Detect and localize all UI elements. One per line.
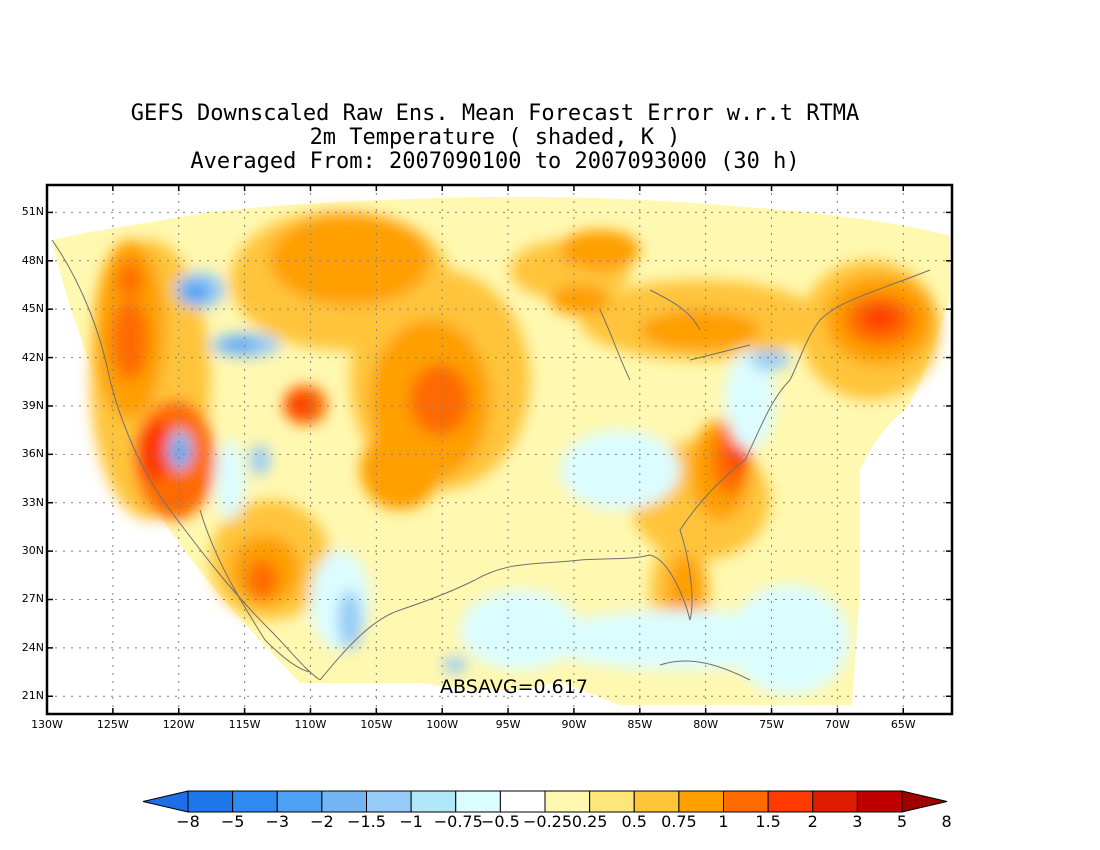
colorbar-swatch: [366, 790, 412, 813]
title-line-3: Averaged From: 2007090100 to 2007093000 …: [190, 149, 800, 174]
colorbar-swatch: [232, 790, 278, 813]
coastlines: [51, 239, 931, 681]
colorbar-swatch: [276, 790, 323, 813]
cyan-light-zones: [215, 350, 850, 695]
colorbar-swatch: [633, 790, 680, 813]
colorbar-swatch: [499, 790, 546, 813]
lon-label: 130W: [31, 718, 63, 731]
colorbar-label: 0.75: [661, 812, 697, 831]
lat-label: 39N: [21, 398, 44, 412]
colorbar-label: 0.25: [571, 812, 608, 831]
absavg-label: ABSAVG=0.617: [440, 676, 588, 698]
lon-label: 120W: [162, 718, 195, 731]
lon-label: 80W: [693, 718, 719, 731]
lat-label: 24N: [21, 640, 44, 654]
colorbar-label: 3: [852, 812, 863, 831]
colorbar-label: −3: [265, 812, 290, 831]
colorbar-swatch: [321, 790, 367, 813]
blue-zones: [172, 282, 258, 466]
colorbar-low-arrow: [142, 790, 189, 813]
colorbar-high-arrow: [901, 790, 948, 813]
lon-label: 105W: [360, 718, 393, 731]
colorbar-label: 5: [896, 812, 908, 831]
colorbar-label: −0.25: [523, 812, 573, 831]
lon-label: 70W: [824, 718, 850, 731]
red-zones: [135, 306, 898, 480]
shaded-field: [47, 185, 952, 714]
axis-ticks: [46, 185, 952, 714]
colorbar-swatch: [187, 790, 234, 813]
lon-label: 90W: [561, 718, 587, 731]
lon-label: 75W: [759, 718, 784, 731]
grid-lines: [47, 185, 952, 714]
lat-label: 45N: [21, 302, 44, 316]
colorbar-label: −0.75: [433, 812, 483, 831]
lat-label: 36N: [21, 447, 44, 461]
lat-label: 48N: [21, 253, 44, 267]
plot-frame: [45, 183, 954, 716]
title-line-2: 2m Temperature ( shaded, K ): [309, 125, 681, 150]
colorbar-swatch: [455, 790, 501, 813]
colorbar-label: −5: [220, 812, 245, 831]
colorbar-swatch: [856, 790, 903, 813]
lat-label: 30N: [21, 544, 44, 558]
colorbar-label: 1: [718, 812, 729, 831]
colorbar-swatch: [544, 790, 591, 813]
colorbar-swatch: [410, 790, 457, 813]
lon-label: 95W: [495, 718, 521, 731]
lat-label: 21N: [21, 689, 44, 703]
lon-label: 115W: [228, 718, 261, 731]
colorbar-label: −1: [399, 812, 423, 831]
colorbar-label: −0.5: [480, 812, 520, 831]
title-line-1: GEFS Downscaled Raw Ens. Mean Forecast E…: [130, 101, 860, 126]
colorbar: [142, 790, 948, 813]
lon-label: 125W: [96, 718, 129, 731]
lat-label: 27N: [21, 592, 44, 606]
lon-label: 110W: [294, 718, 327, 731]
colorbar-swatch: [723, 790, 769, 813]
lon-label: 65W: [890, 718, 916, 731]
colorbar-swatch: [812, 790, 858, 813]
colorbar-label: −8: [176, 812, 200, 831]
colorbar-label: −2: [310, 812, 334, 831]
colorbar-label: 8: [941, 812, 952, 831]
lat-label: 51N: [21, 205, 44, 219]
colorbar-swatch: [767, 790, 814, 813]
colorbar-swatch: [678, 790, 724, 813]
colorbar-label: 1.5: [755, 812, 781, 831]
colorbar-label: 2: [807, 812, 818, 831]
colorbar-label: 0.5: [621, 812, 647, 831]
lon-label: 85W: [627, 718, 653, 731]
lon-label: 100W: [426, 718, 459, 731]
lat-label: 42N: [21, 350, 44, 364]
colorbar-label: −1.5: [347, 812, 386, 831]
colorbar-swatch: [589, 790, 635, 813]
lat-label: 33N: [21, 495, 44, 509]
